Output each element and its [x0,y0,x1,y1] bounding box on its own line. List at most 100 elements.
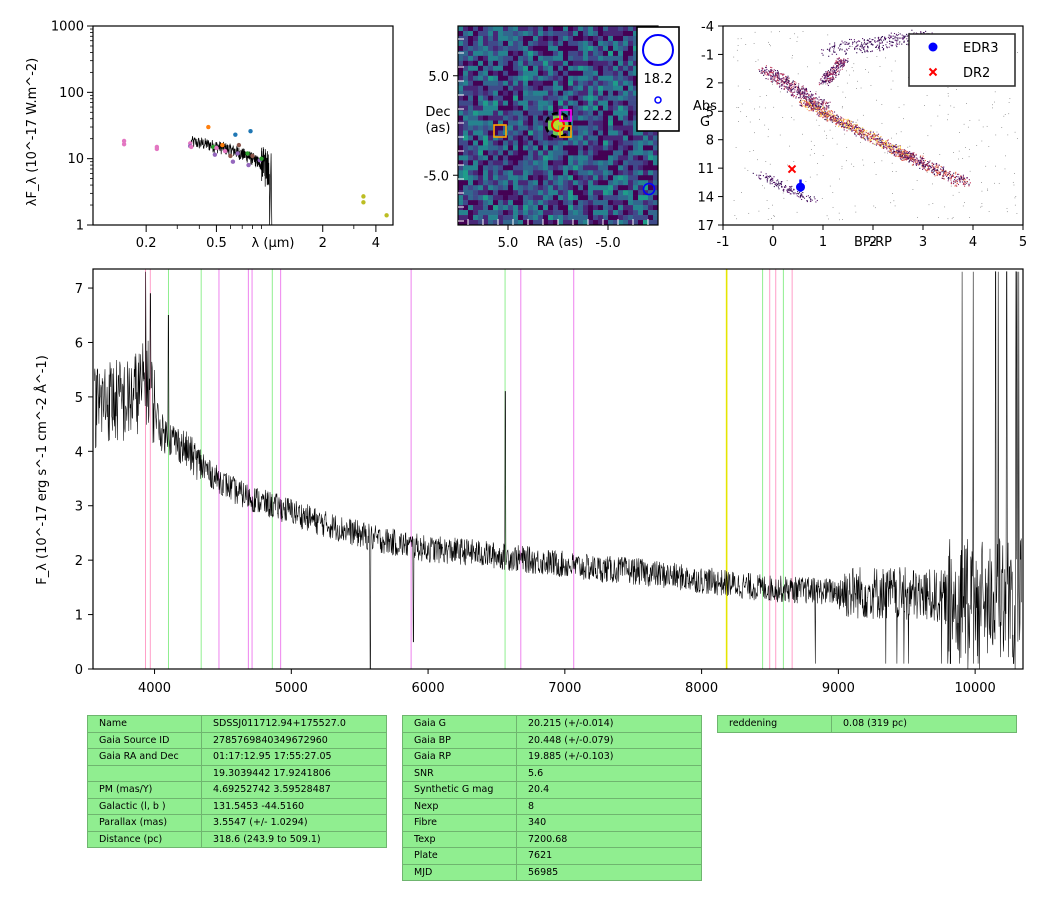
image-pixel [488,220,494,226]
hr-background-star-sparse [912,189,914,190]
image-pixel [568,40,574,47]
hr-background-star [862,38,864,40]
image-pixel [573,165,579,171]
image-pixel [473,135,479,141]
hr-background-star [805,95,807,97]
hr-background-star [870,136,872,138]
hr-background-star [895,37,897,39]
image-pixel [583,50,589,57]
hr-background-star [847,123,849,125]
hr-background-star-sparse [851,46,853,47]
hr-background-star [815,110,817,112]
hr-background-star [858,128,860,130]
image-pixel [608,100,614,106]
hr-background-star [777,77,779,79]
image-pixel [543,180,549,186]
hr-background-star [806,103,808,105]
image-pixel [483,30,489,37]
hr-background-star [807,106,809,108]
image-pixel [578,220,584,226]
image-pixel [508,160,514,166]
image-pixel [593,40,599,47]
hr-background-star-sparse [773,216,775,217]
hr-background-star [896,152,898,154]
image-pixel [483,35,489,42]
hr-background-star [805,103,807,105]
hr-background-star [883,145,885,147]
image-pixel [628,125,634,131]
hr-background-star-sparse [1014,197,1016,199]
image-pixel [523,165,529,171]
image-pixel [578,90,584,96]
hr-background-star [941,171,943,173]
hr-background-star-sparse [856,88,857,89]
hr-background-star-sparse [753,43,755,44]
image-pixel [653,195,659,201]
hr-background-star [839,64,841,66]
image-pixel [483,160,489,166]
hr-background-star [770,69,772,71]
hr-background-star-sparse [857,80,858,82]
image-pixel [598,140,604,146]
image-pixel [488,60,494,67]
hr-background-star [840,58,842,61]
hr-background-star [938,164,940,166]
image-pixel [473,50,479,57]
image-pixel [603,30,609,37]
hr-background-star-sparse [859,141,861,143]
info-table-value: 340 [516,814,702,832]
hr-background-star [792,81,794,83]
hr-background-star-sparse [886,143,888,145]
hr-background-star [774,78,776,80]
hr-background-star [964,183,966,185]
hr-background-star-sparse [1012,181,1014,183]
image-pixel [568,160,574,166]
image-pixel [553,215,559,221]
hr-background-star [811,108,813,110]
hr-background-star [886,145,888,147]
hr-y-tick-label: 11 [697,162,714,177]
image-pixel [558,135,564,141]
hr-background-star [950,179,952,181]
hr-background-star [821,82,823,84]
image-pixel [578,35,584,42]
image-pixel [573,205,579,211]
image-pixel [478,30,484,37]
hr-background-star [794,81,796,83]
image-pixel [463,215,469,221]
image-pixel [488,105,494,111]
hr-background-star [957,173,959,175]
image-pixel [548,50,554,57]
hr-background-star [840,43,842,45]
image-pixel [538,115,544,121]
hr-background-star-sparse [797,36,799,38]
image-pixel [523,145,529,151]
image-pixel [623,190,629,196]
image-pixel [618,210,624,216]
image-pixel [478,105,484,111]
hr-background-star [834,63,836,65]
hr-background-star [835,71,837,74]
hr-background-star [899,41,901,43]
hr-background-star [793,188,795,190]
hr-background-star [863,43,865,45]
hr-background-star [821,79,823,81]
hr-background-star [802,195,804,198]
hr-background-star [834,62,836,64]
hr-background-star [809,106,811,108]
image-pixel [578,170,584,176]
image-pixel [563,40,569,47]
image-pixel [493,220,499,226]
hr-background-star [850,123,852,125]
hr-background-star [786,189,788,191]
hr-background-star [849,122,851,125]
image-pixel [618,155,624,161]
image-pixel [613,175,619,181]
hr-background-star [779,182,781,185]
image-pixel [593,50,599,57]
hr-background-star [902,36,904,38]
hr-background-star-sparse [836,143,838,145]
hr-background-star [804,89,806,91]
hr-background-star-sparse [1014,131,1016,133]
image-pixel [588,70,594,77]
